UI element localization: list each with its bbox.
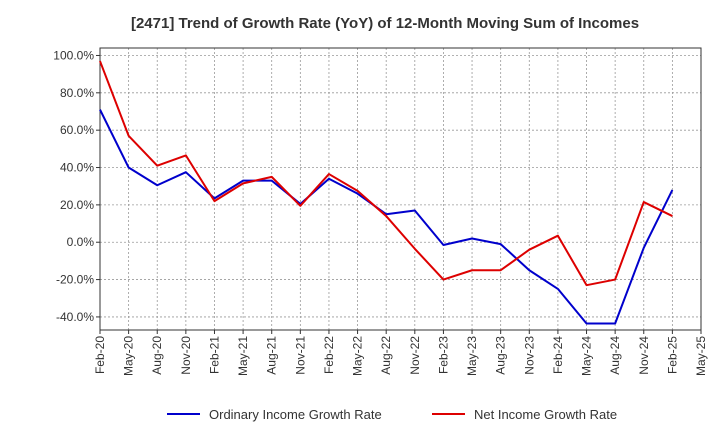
x-tick-label: May-21 <box>236 336 250 376</box>
x-tick-label: May-23 <box>465 336 479 376</box>
x-tick-label: May-22 <box>351 336 365 376</box>
x-tick-label: May-24 <box>580 336 594 376</box>
x-tick-label: Feb-20 <box>93 336 107 374</box>
x-tick-label: Feb-24 <box>551 336 565 374</box>
y-tick-label: 60.0% <box>60 123 94 137</box>
x-tick-label: Feb-25 <box>665 336 679 374</box>
x-tick-label: Aug-22 <box>379 336 393 375</box>
grid <box>99 48 702 330</box>
x-tick-label: May-20 <box>122 336 136 376</box>
chart-title: [2471] Trend of Growth Rate (YoY) of 12-… <box>131 15 639 32</box>
y-tick-label: -40.0% <box>56 310 94 324</box>
y-tick-label: 20.0% <box>60 198 94 212</box>
y-tick-label: 80.0% <box>60 86 94 100</box>
series-line-1 <box>99 109 674 325</box>
x-tick-label: Nov-22 <box>408 336 422 375</box>
series-group <box>99 60 674 325</box>
plot-area <box>99 47 702 331</box>
x-tick-label: Feb-22 <box>322 336 336 374</box>
x-tick-label: Nov-24 <box>637 336 651 375</box>
x-tick-label: Nov-20 <box>179 336 193 375</box>
y-tick-label: -20.0% <box>56 273 94 287</box>
x-tick-label: Feb-21 <box>207 336 221 374</box>
x-tick-label: Nov-23 <box>522 336 536 375</box>
x-tick-label: Aug-23 <box>494 336 508 375</box>
y-tick-label: 100.0% <box>53 48 94 62</box>
x-tick-label: Nov-21 <box>293 336 307 375</box>
x-tick-label: Aug-24 <box>608 336 622 375</box>
x-tick-label: Aug-21 <box>265 336 279 375</box>
legend-label: Net Income Growth Rate <box>474 407 617 422</box>
legend: Ordinary Income Growth Rate Net Income Gr… <box>167 407 617 422</box>
x-axis: Feb-20 May-20 Aug-20 Nov-20 Feb-21 May-21 Aug-… <box>93 330 708 376</box>
y-tick-label: 40.0% <box>60 161 94 175</box>
x-tick-label: Aug-20 <box>150 336 164 375</box>
y-tick-label: 0.0% <box>67 235 95 249</box>
series-line-2 <box>99 60 673 287</box>
legend-label: Ordinary Income Growth Rate <box>209 407 382 422</box>
x-tick-label: May-25 <box>694 336 708 376</box>
x-tick-label: Feb-23 <box>436 336 450 374</box>
y-axis: 100.0% 80.0% 60.0% 40.0% 20.0% 0.0% -20.0% -40.… <box>53 48 100 324</box>
